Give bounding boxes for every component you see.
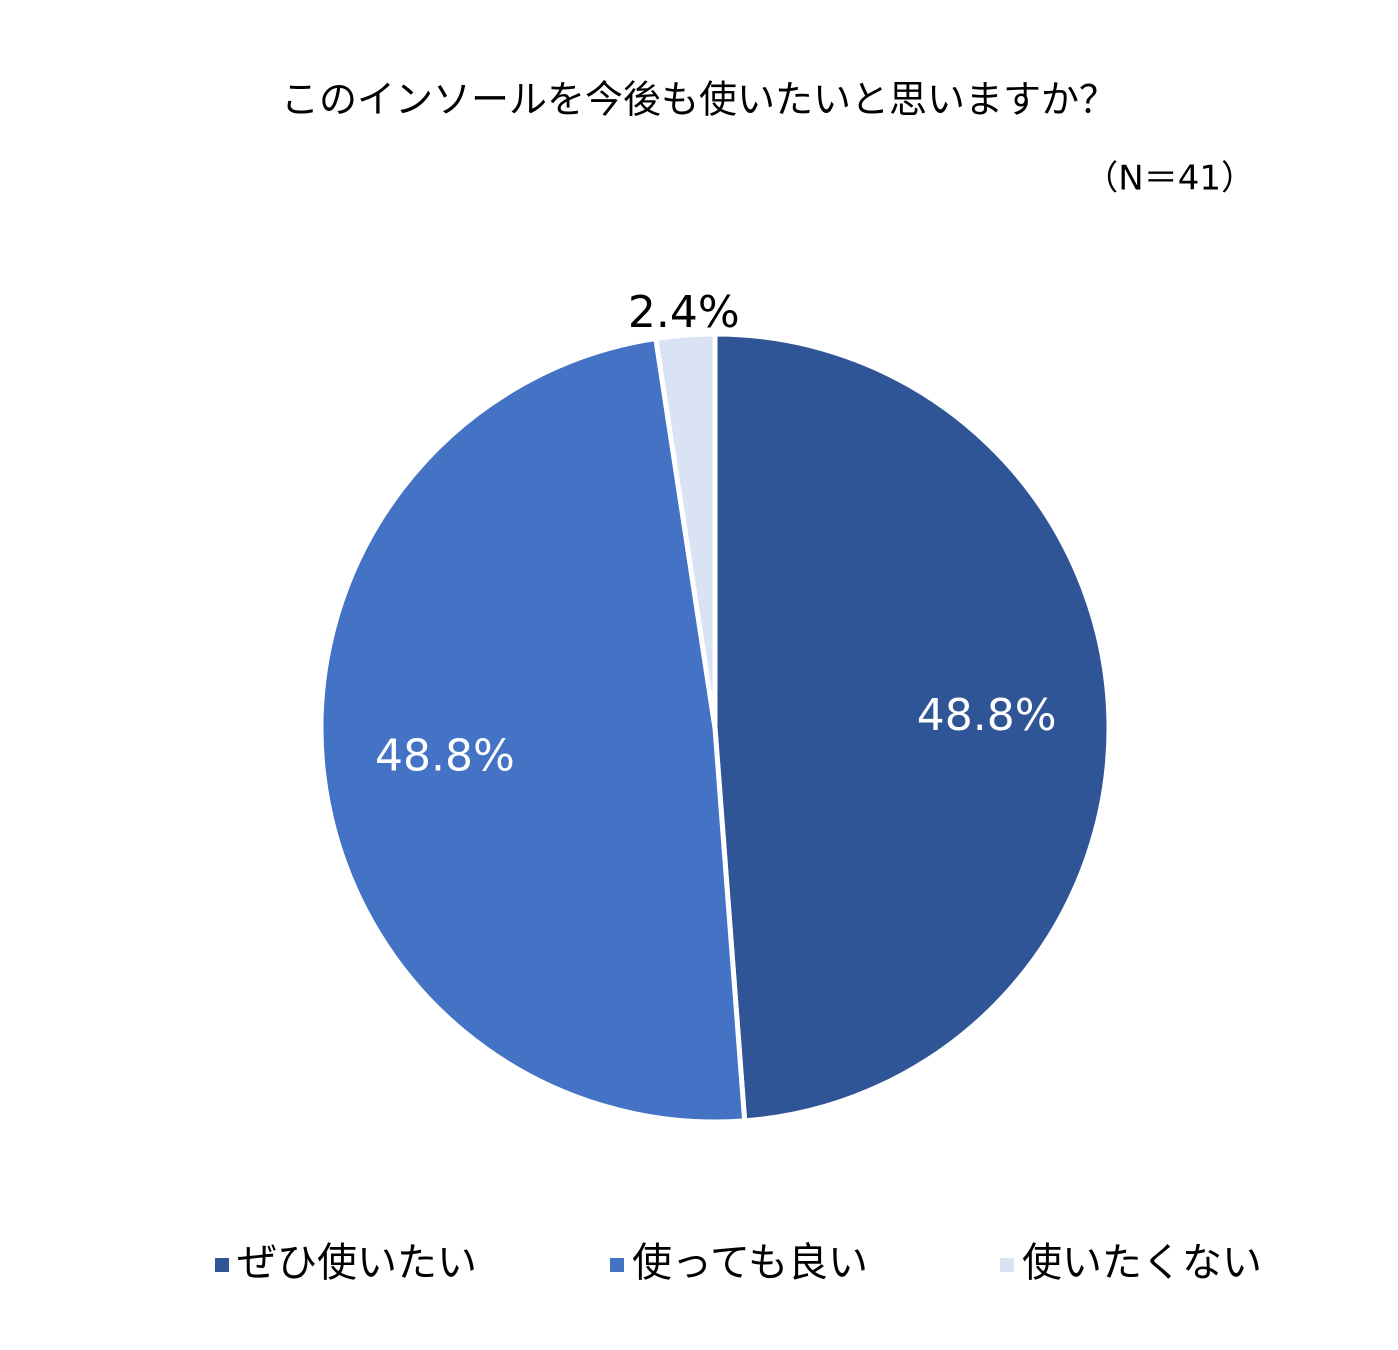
legend-swatch bbox=[1000, 1258, 1014, 1272]
pie-slice bbox=[712, 331, 1112, 1124]
data-label: 48.8% bbox=[375, 731, 515, 782]
data-label: 48.8% bbox=[917, 690, 1057, 741]
data-label: 2.4% bbox=[628, 287, 740, 338]
legend-swatch bbox=[610, 1258, 624, 1272]
legend-label: 使いたくない bbox=[1022, 1240, 1262, 1286]
legend-label: ぜひ使いたい bbox=[237, 1240, 477, 1286]
legend-swatch bbox=[215, 1258, 229, 1272]
chart-subtitle: （N＝41） bbox=[1084, 159, 1255, 199]
chart-title: このインソールを今後も使いたいと思いますか？ bbox=[281, 78, 1117, 122]
legend-label: 使っても良い bbox=[632, 1240, 868, 1286]
pie-slice bbox=[318, 335, 748, 1125]
pie-slice bbox=[653, 331, 718, 731]
